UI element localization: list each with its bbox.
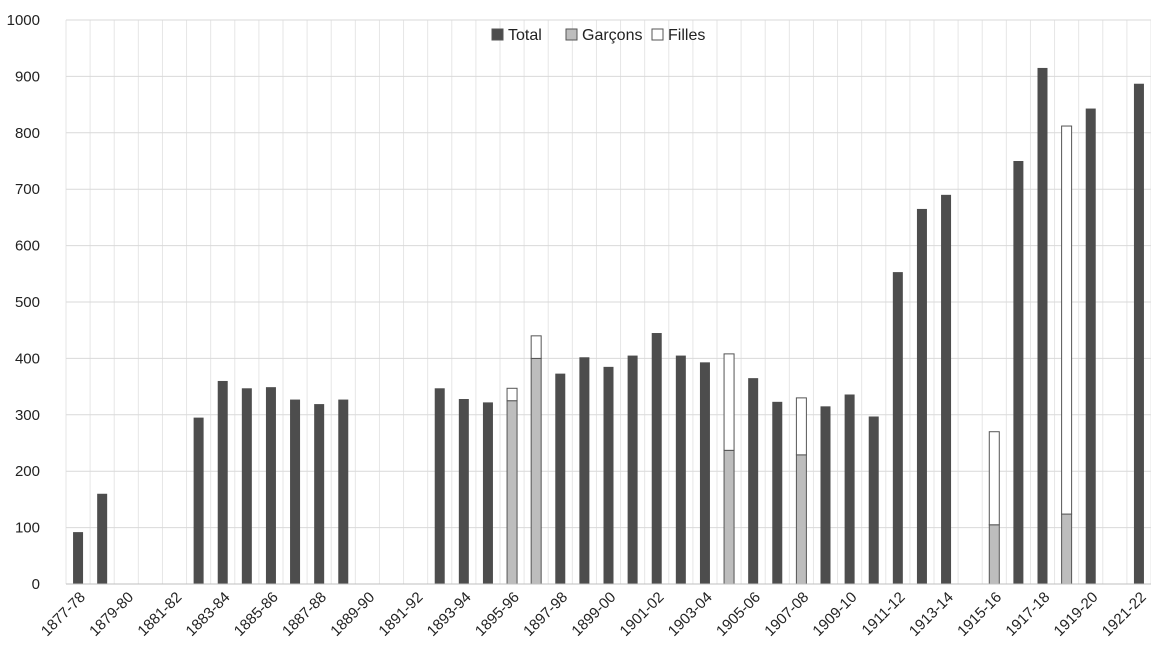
- bar-filles: [506, 387, 518, 402]
- bar-garcons: [1061, 513, 1073, 585]
- y-tick-label: 200: [15, 463, 40, 480]
- bar-total: [1013, 161, 1024, 584]
- bar-total: [265, 387, 276, 584]
- y-tick-label: 900: [15, 68, 40, 85]
- bar-total: [555, 373, 566, 584]
- x-tick-label: 1911-12: [859, 589, 909, 639]
- bar-filles: [795, 397, 807, 456]
- legend-swatch: [651, 28, 664, 41]
- y-tick-label: 300: [15, 407, 40, 424]
- bar-total: [916, 208, 927, 584]
- x-tick-label: 1891-92: [375, 589, 426, 640]
- bar-total: [651, 333, 662, 584]
- x-tick-label: 1905-06: [713, 589, 764, 640]
- bar-total: [290, 399, 301, 584]
- bar-total: [1133, 83, 1144, 585]
- legend-swatch: [491, 28, 504, 41]
- bar-total: [458, 399, 469, 584]
- x-tick-label: 1893-94: [424, 589, 475, 640]
- x-tick-label: 1909-10: [809, 589, 860, 640]
- bar-total: [603, 366, 614, 584]
- bar-garcons: [530, 357, 542, 585]
- bar-filles: [723, 353, 735, 451]
- x-tick-label: 1901-02: [617, 589, 668, 640]
- bar-total: [941, 194, 952, 584]
- bar-total: [241, 388, 252, 584]
- y-tick-label: 0: [32, 576, 40, 593]
- x-tick-label: 1903-04: [665, 589, 716, 640]
- legend: Total Garçons Filles: [491, 27, 705, 44]
- legend-label: Filles: [668, 27, 705, 44]
- bars: [73, 67, 1144, 585]
- x-tick-label: 1879-80: [86, 589, 137, 640]
- y-tick-label: 100: [15, 520, 40, 537]
- bar-garcons: [506, 400, 518, 585]
- bar-total: [482, 402, 493, 584]
- y-tick-label: 800: [15, 125, 40, 142]
- bar-total: [1085, 108, 1096, 584]
- bar-total: [217, 380, 228, 584]
- x-tick-label: 1895-96: [472, 589, 523, 640]
- x-tick-label: 1919-20: [1051, 589, 1102, 640]
- y-tick-label: 500: [15, 294, 40, 311]
- bar-total: [868, 416, 879, 584]
- bar-filles: [530, 335, 542, 359]
- bar-total: [1037, 67, 1048, 584]
- x-tick-label: 1887-88: [279, 589, 330, 640]
- bar-garcons: [988, 524, 1000, 585]
- bar-garcons: [723, 449, 735, 585]
- bar-total: [338, 399, 349, 584]
- x-tick-label: 1917-18: [1002, 589, 1053, 640]
- bar-total: [748, 378, 759, 584]
- x-tick-labels: 1877-781879-801881-821883-841885-861887-…: [38, 589, 1150, 640]
- x-tick-label: 1881-82: [134, 589, 185, 640]
- y-tick-label: 400: [15, 350, 40, 367]
- bar-total: [844, 394, 855, 584]
- bar-total: [193, 417, 204, 584]
- x-tick-label: 1921-22: [1099, 589, 1150, 640]
- bar-total: [675, 355, 686, 584]
- bar-filles: [988, 431, 1000, 526]
- bar-total: [314, 404, 325, 584]
- horizontal-gridlines: 0 100 200 300 400 500 600 700 800 900 1000: [7, 12, 1151, 593]
- bar-total: [892, 272, 903, 584]
- x-tick-label: 1913-14: [906, 589, 957, 640]
- x-tick-label: 1885-86: [231, 589, 282, 640]
- x-tick-label: 1877-78: [38, 589, 89, 640]
- bar-total: [820, 406, 831, 584]
- x-tick-label: 1897-98: [520, 589, 571, 640]
- bar-total: [73, 532, 84, 584]
- legend-label: Total: [508, 27, 542, 44]
- x-tick-label: 1889-90: [327, 589, 378, 640]
- y-tick-label: 600: [15, 238, 40, 255]
- bar-total: [627, 355, 638, 584]
- x-tick-label: 1883-84: [183, 589, 234, 640]
- bar-garcons: [795, 454, 807, 585]
- y-tick-label: 700: [15, 181, 40, 198]
- y-tick-label: 1000: [7, 12, 40, 29]
- bar-filles: [1061, 125, 1073, 515]
- bar-total: [579, 357, 590, 584]
- x-tick-label: 1899-00: [568, 589, 619, 640]
- legend-swatch: [565, 28, 578, 41]
- bar-total: [434, 388, 445, 584]
- bar-total: [97, 493, 108, 584]
- bar-total: [772, 401, 783, 584]
- bar-total: [699, 362, 710, 584]
- x-tick-label: 1915-16: [954, 589, 1005, 640]
- legend-label: Garçons: [582, 27, 642, 44]
- x-tick-label: 1907-08: [761, 589, 812, 640]
